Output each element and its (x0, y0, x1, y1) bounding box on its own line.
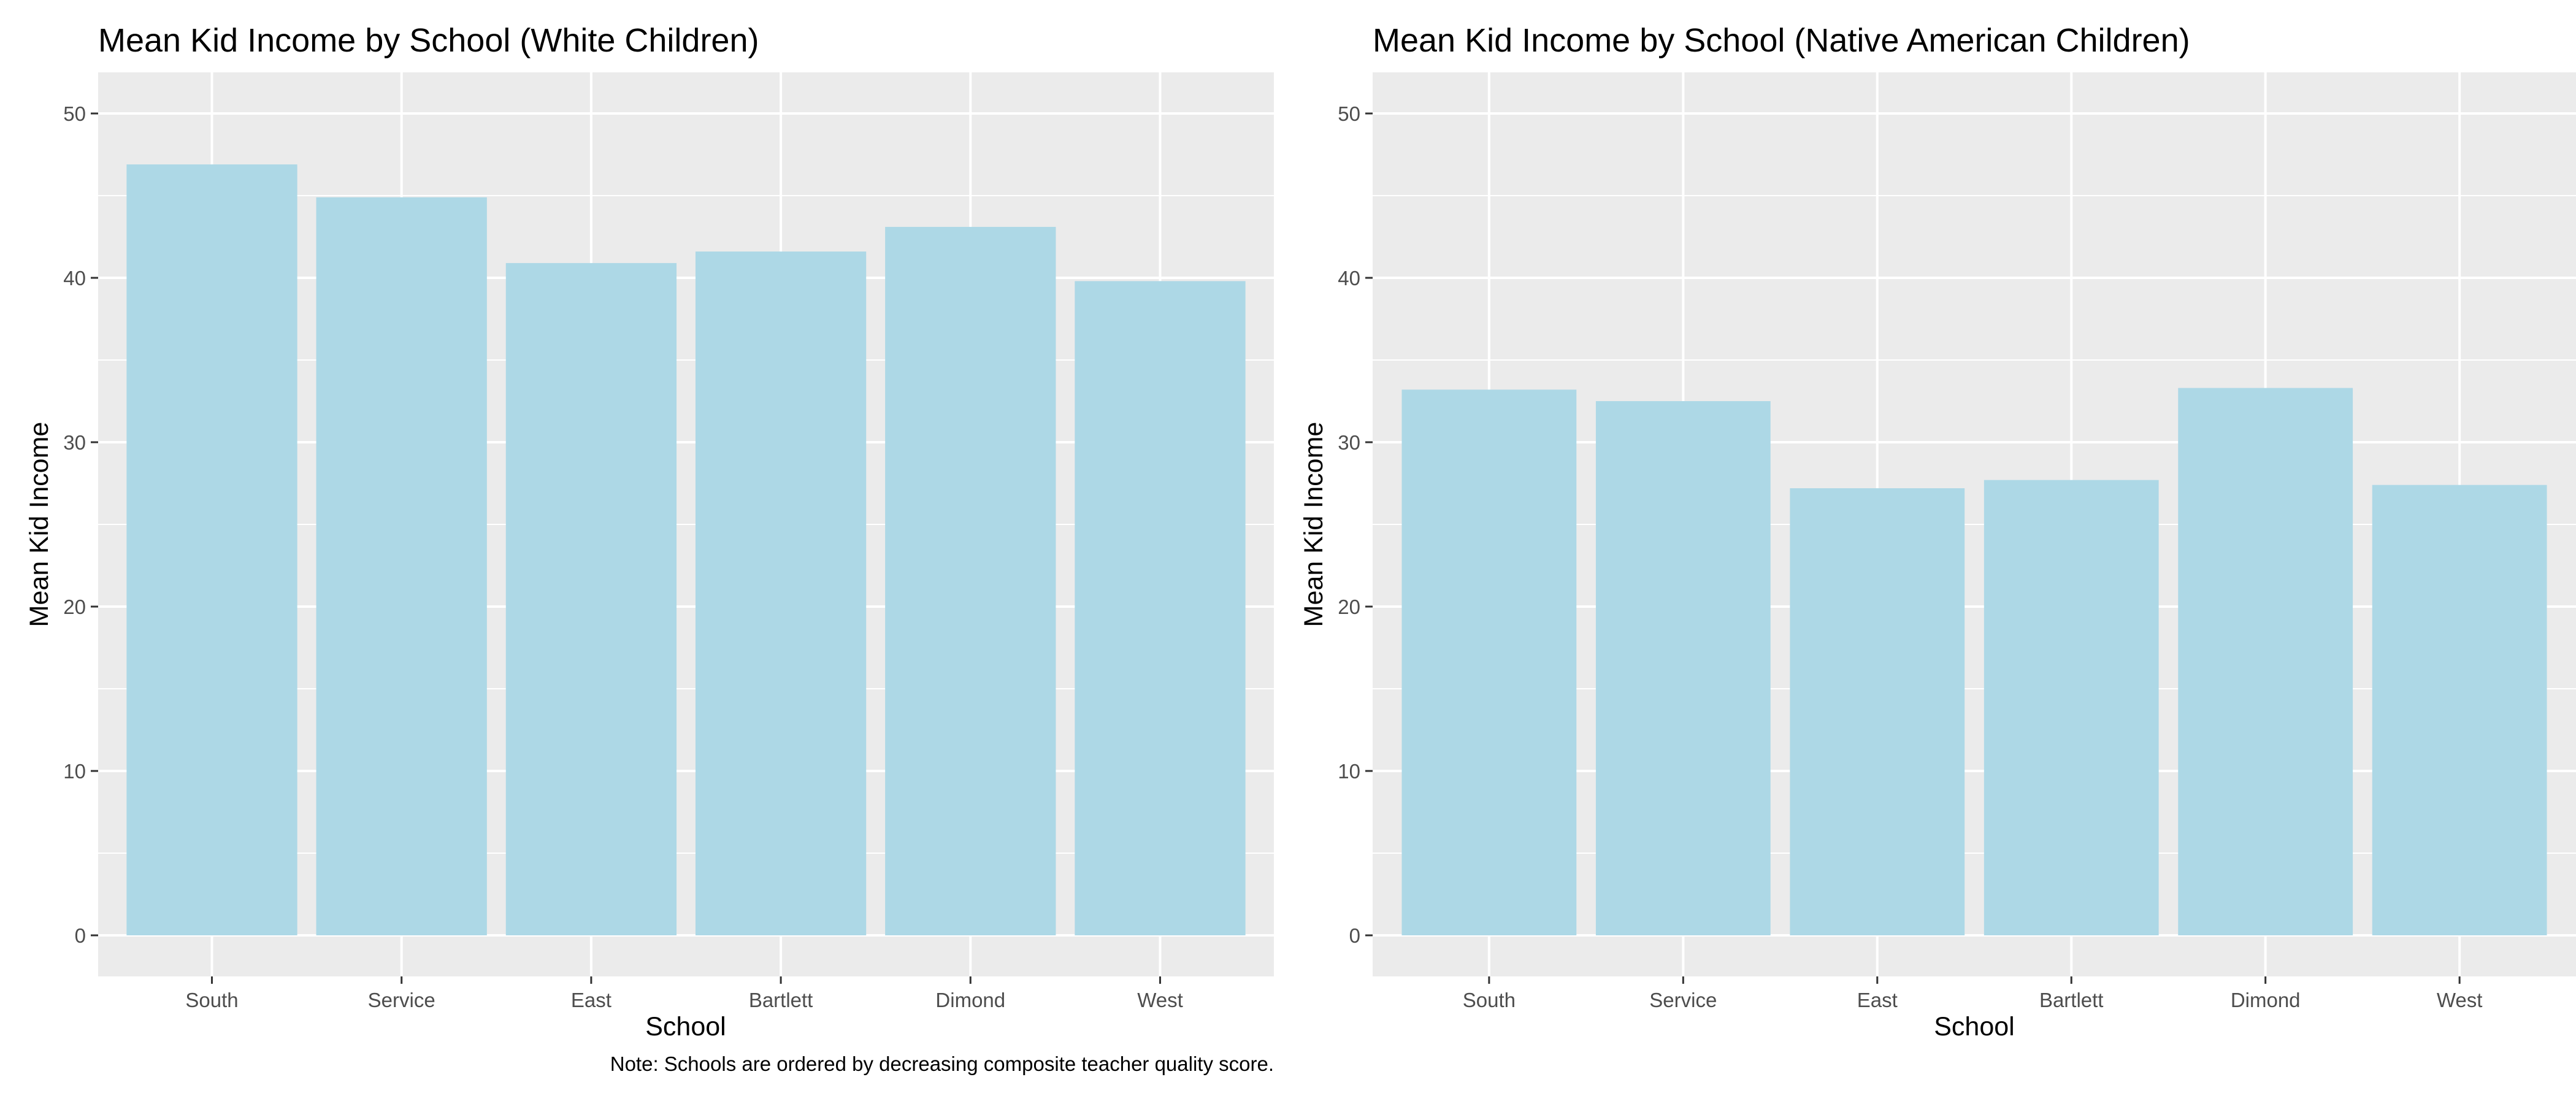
x-tick-label: South (185, 989, 238, 1011)
x-tick-label: Bartlett (2039, 989, 2104, 1011)
x-axis-title: School (1934, 1012, 2014, 1041)
y-tick-label: 10 (63, 760, 86, 783)
bar-service (1595, 401, 1771, 935)
y-tick-label: 10 (1338, 760, 1360, 783)
y-tick-label: 0 (75, 924, 86, 947)
bar-south (1401, 389, 1577, 935)
bars (126, 164, 1246, 936)
x-axis: South Service East Bartlett Dimond West (1463, 976, 2483, 1011)
chart-caption: Note: Schools are ordered by decreasing … (610, 1052, 1274, 1075)
x-tick-label: Bartlett (749, 989, 813, 1011)
chart-title: Mean Kid Income by School (White Childre… (98, 22, 759, 59)
bars (1401, 388, 2547, 935)
y-axis: 0 10 20 30 40 50 (63, 102, 98, 947)
bar-bartlett (695, 251, 867, 935)
x-tick-label: Service (1649, 989, 1717, 1011)
y-tick-label: 20 (1338, 596, 1360, 618)
chart-title: Mean Kid Income by School (Native Americ… (1373, 22, 2190, 59)
bar-east (505, 263, 677, 935)
x-axis: South Service East Bartlett Dimond West (185, 976, 1183, 1011)
chart-panel-white-children: Mean Kid Income by School (White Childre… (25, 22, 1274, 1041)
bar-west (2372, 485, 2547, 935)
bar-west (1075, 281, 1246, 935)
x-tick-label: East (571, 989, 611, 1011)
bar-dimond (2178, 388, 2353, 935)
bar-east (1790, 488, 1965, 935)
y-axis-title: Mean Kid Income (25, 422, 54, 627)
y-axis: 0 10 20 30 40 50 (1338, 102, 1373, 947)
x-tick-label: Dimond (935, 989, 1005, 1011)
x-tick-label: East (1857, 989, 1898, 1011)
x-tick-label: West (1137, 989, 1183, 1011)
y-tick-label: 40 (63, 267, 86, 289)
bar-bartlett (1984, 480, 2159, 935)
y-tick-label: 30 (1338, 431, 1360, 454)
y-tick-label: 20 (63, 596, 86, 618)
bar-dimond (885, 226, 1056, 935)
y-tick-label: 30 (63, 431, 86, 454)
x-tick-label: South (1463, 989, 1516, 1011)
x-tick-label: West (2437, 989, 2483, 1011)
chart-panel-native-american-children: Mean Kid Income by School (Native Americ… (1299, 22, 2576, 1041)
x-tick-label: Dimond (2231, 989, 2301, 1011)
bar-south (126, 164, 297, 936)
y-axis-title: Mean Kid Income (1299, 422, 1328, 627)
y-tick-label: 0 (1349, 924, 1360, 947)
y-tick-label: 50 (1338, 102, 1360, 125)
x-tick-label: Service (368, 989, 435, 1011)
bar-service (316, 197, 487, 936)
x-axis-title: School (645, 1012, 726, 1041)
y-tick-label: 40 (1338, 267, 1360, 289)
y-tick-label: 50 (63, 102, 86, 125)
